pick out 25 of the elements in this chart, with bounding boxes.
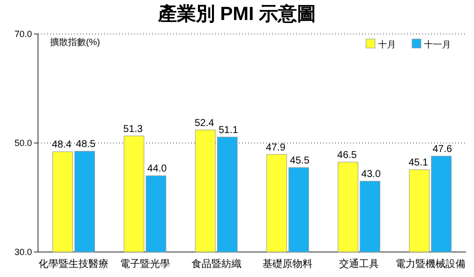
data-label: 45.5 bbox=[290, 156, 310, 167]
data-label: 45.1 bbox=[408, 158, 428, 169]
data-label: 48.5 bbox=[76, 139, 96, 150]
data-label: 47.9 bbox=[266, 142, 286, 154]
data-label: 47.6 bbox=[432, 144, 452, 156]
data-label: 51.3 bbox=[123, 124, 144, 135]
x-tick-label: 基礎原物料 bbox=[262, 258, 313, 270]
data-label: 48.4 bbox=[52, 140, 72, 151]
x-tick-label: 化學暨生技醫療 bbox=[38, 258, 109, 270]
data-label: 46.5 bbox=[337, 150, 358, 162]
y-tick-label: 30.0 bbox=[14, 247, 32, 257]
data-label: 43.0 bbox=[361, 169, 382, 180]
legend-label: 十一月 bbox=[424, 40, 451, 50]
data-label: 51.1 bbox=[218, 125, 238, 136]
x-tick-label: 交通工具 bbox=[339, 258, 379, 270]
x-tick-label: 電子暨光學 bbox=[120, 258, 170, 270]
data-label: 44.0 bbox=[147, 164, 168, 175]
legend-label: 十月 bbox=[378, 40, 396, 50]
data-label: 52.4 bbox=[194, 118, 214, 129]
x-tick-label: 食品暨紡織 bbox=[191, 258, 242, 270]
y-tick-label: 50.0 bbox=[14, 138, 32, 148]
chart-title: 產業別 PMI 示意圖 bbox=[156, 3, 316, 25]
y-axis-title: 擴散指數(%) bbox=[50, 37, 100, 47]
y-tick-label: 70.0 bbox=[14, 29, 32, 39]
x-tick-label: 電力暨機械設備 bbox=[395, 258, 466, 270]
